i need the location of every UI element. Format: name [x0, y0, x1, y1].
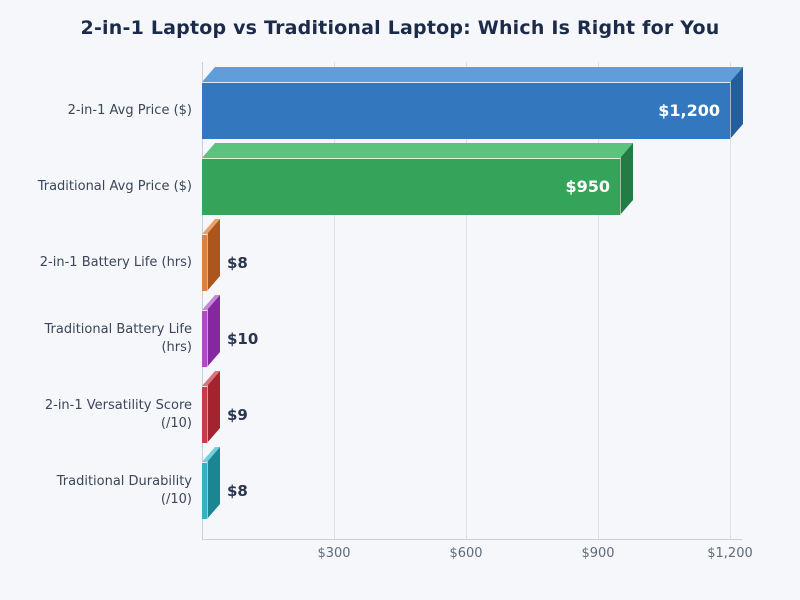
category-label: 2-in-1 Avg Price ($) [67, 102, 192, 118]
bar-value-label: $9 [227, 405, 248, 424]
category-label: 2-in-1 Versatility Score (/10) [44, 397, 192, 431]
x-axis-line [202, 539, 742, 540]
category-label: 2-in-1 Battery Life (hrs) [39, 254, 192, 270]
gridline-1200 [730, 62, 731, 539]
bar-side-face [620, 143, 633, 215]
gridline-300 [334, 62, 335, 539]
bar-1 [202, 82, 743, 139]
gridline-900 [598, 62, 599, 539]
bar-top-face [202, 143, 633, 158]
gridline-600 [466, 62, 467, 539]
bar-value-label: $10 [227, 329, 259, 348]
bar-side-face [207, 219, 220, 291]
bar-side-face [207, 295, 220, 367]
bar-front-face [202, 158, 620, 215]
bar-value-label: $950 [565, 177, 610, 196]
bar-side-face [730, 67, 743, 139]
x-tick-label: $1,200 [707, 546, 753, 561]
bar-side-face [207, 447, 220, 519]
x-tick-label: $600 [449, 546, 483, 561]
bar-top-face [202, 67, 743, 82]
chart-title: 2-in-1 Laptop vs Traditional Laptop: Whi… [80, 17, 720, 39]
x-tick-label: $900 [581, 546, 615, 561]
bar-4 [202, 310, 220, 367]
bar-front-face [202, 462, 207, 519]
bar-side-face [207, 371, 220, 443]
bar-value-label: $1,200 [658, 101, 720, 120]
bar-2 [202, 158, 633, 215]
bar-front-face [202, 82, 730, 139]
bar-5 [202, 386, 220, 443]
category-label: Traditional Durability (/10) [56, 473, 192, 507]
category-label: Traditional Avg Price ($) [37, 178, 192, 194]
x-tick-label: $300 [317, 546, 351, 561]
bar-value-label: $8 [227, 481, 248, 500]
bar-front-face [202, 234, 207, 291]
bar-front-face [202, 386, 207, 443]
bar-front-face [202, 310, 207, 367]
category-label: Traditional Battery Life (hrs) [44, 321, 193, 355]
bar-3 [202, 234, 220, 291]
bar-6 [202, 462, 220, 519]
y-axis-line [202, 62, 203, 539]
bar-value-label: $8 [227, 253, 248, 272]
